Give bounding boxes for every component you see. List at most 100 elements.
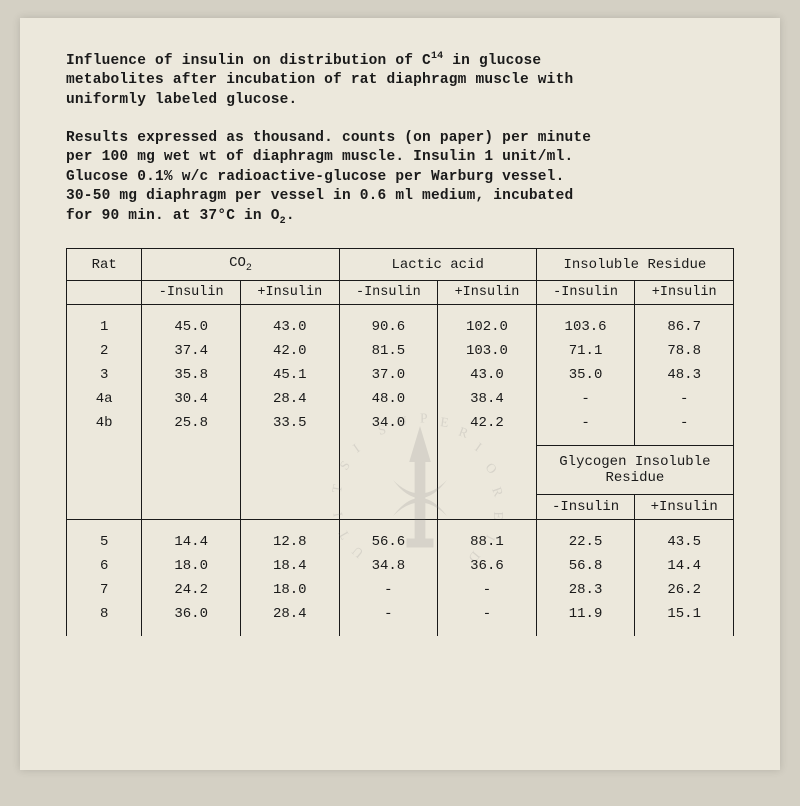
- cell-rat: 7: [67, 578, 142, 602]
- methods-line3: Glucose 0.1% w/c radioactive-glucose per…: [66, 169, 564, 185]
- gly-minus: -Insulin: [536, 494, 635, 519]
- cell: 81.5: [339, 339, 438, 363]
- cell: 34.0: [339, 411, 438, 446]
- methods-line4: 30-50 mg diaphragm per vessel in 0.6 ml …: [66, 188, 573, 204]
- cell: 14.4: [142, 519, 241, 554]
- cell-rat: 8: [67, 602, 142, 636]
- co2-label: CO: [229, 255, 246, 271]
- empty: [142, 445, 241, 519]
- methods-line2: per 100 mg wet wt of diaphragm muscle. I…: [66, 149, 573, 165]
- cell: -: [339, 602, 438, 636]
- ins-minus: -Insulin: [536, 280, 635, 304]
- caption-sup: 14: [431, 51, 443, 62]
- empty: [240, 445, 339, 519]
- col-insoluble: Insoluble Residue: [536, 249, 733, 281]
- cell-rat: 4a: [67, 387, 142, 411]
- empty: [339, 445, 438, 519]
- cell: -: [438, 578, 537, 602]
- cell: -: [635, 411, 734, 446]
- cell: 14.4: [635, 554, 734, 578]
- table-row: 8 36.0 28.4 - - 11.9 15.1: [67, 602, 734, 636]
- caption-line2: metabolites after incubation of rat diap…: [66, 72, 573, 88]
- table-row: 4b 25.8 33.5 34.0 42.2 - -: [67, 411, 734, 446]
- cell: 48.0: [339, 387, 438, 411]
- methods-line5a: for 90 min. at 37°C in O: [66, 208, 280, 224]
- table-row: 6 18.0 18.4 34.8 36.6 56.8 14.4: [67, 554, 734, 578]
- cell: 103.0: [438, 339, 537, 363]
- mid-header-glycogen: Glycogen Insoluble Residue: [67, 445, 734, 494]
- cell: 28.4: [240, 602, 339, 636]
- cell: 18.0: [142, 554, 241, 578]
- cell-rat: 4b: [67, 411, 142, 446]
- cell-rat: 6: [67, 554, 142, 578]
- ins-plus: +Insulin: [635, 280, 734, 304]
- cell: 18.4: [240, 554, 339, 578]
- cell: 56.8: [536, 554, 635, 578]
- cell: 30.4: [142, 387, 241, 411]
- cell: 37.4: [142, 339, 241, 363]
- table-row: 2 37.4 42.0 81.5 103.0 71.1 78.8: [67, 339, 734, 363]
- cell: 78.8: [635, 339, 734, 363]
- cell: 35.0: [536, 363, 635, 387]
- table-header-row-groups: Rat CO2 Lactic acid Insoluble Residue: [67, 249, 734, 281]
- cell: 43.0: [438, 363, 537, 387]
- cell: 43.5: [635, 519, 734, 554]
- co2-minus: -Insulin: [142, 280, 241, 304]
- cell: 12.8: [240, 519, 339, 554]
- cell: 103.6: [536, 304, 635, 339]
- co2-plus: +Insulin: [240, 280, 339, 304]
- caption-line1b: in glucose: [443, 53, 541, 69]
- cell: 28.4: [240, 387, 339, 411]
- table-header-row-sub: -Insulin +Insulin -Insulin +Insulin -Ins…: [67, 280, 734, 304]
- lac-minus: -Insulin: [339, 280, 438, 304]
- cell: -: [339, 578, 438, 602]
- methods-line1: Results expressed as thousand. counts (o…: [66, 130, 591, 146]
- cell: 15.1: [635, 602, 734, 636]
- cell: 36.6: [438, 554, 537, 578]
- empty: [67, 445, 142, 519]
- cell: 42.2: [438, 411, 537, 446]
- methods-line5b: .: [286, 208, 295, 224]
- methods-paragraph: Results expressed as thousand. counts (o…: [66, 129, 734, 229]
- cell: 26.2: [635, 578, 734, 602]
- caption-line1a: Influence of insulin on distribution of …: [66, 53, 431, 69]
- table-row: 1 45.0 43.0 90.6 102.0 103.6 86.7: [67, 304, 734, 339]
- cell: 88.1: [438, 519, 537, 554]
- document-page: Influence of insulin on distribution of …: [20, 18, 780, 770]
- cell: 56.6: [339, 519, 438, 554]
- cell: -: [536, 411, 635, 446]
- cell-rat: 5: [67, 519, 142, 554]
- empty: [438, 445, 537, 519]
- table-row: 5 14.4 12.8 56.6 88.1 22.5 43.5: [67, 519, 734, 554]
- cell: 43.0: [240, 304, 339, 339]
- cell-rat: 2: [67, 339, 142, 363]
- data-block-2: 5 14.4 12.8 56.6 88.1 22.5 43.5 6 18.0 1…: [67, 519, 734, 636]
- data-table: Rat CO2 Lactic acid Insoluble Residue -I…: [66, 248, 734, 636]
- cell: -: [536, 387, 635, 411]
- cell: 45.0: [142, 304, 241, 339]
- lac-plus: +Insulin: [438, 280, 537, 304]
- cell: 86.7: [635, 304, 734, 339]
- cell: -: [635, 387, 734, 411]
- col-lactic: Lactic acid: [339, 249, 536, 281]
- sub-empty: [67, 280, 142, 304]
- cell: 24.2: [142, 578, 241, 602]
- cell-rat: 3: [67, 363, 142, 387]
- col-co2: CO2: [142, 249, 339, 281]
- cell: 90.6: [339, 304, 438, 339]
- data-block-1: 1 45.0 43.0 90.6 102.0 103.6 86.7 2 37.4…: [67, 304, 734, 445]
- cell: 35.8: [142, 363, 241, 387]
- cell: 48.3: [635, 363, 734, 387]
- cell: 38.4: [438, 387, 537, 411]
- table-row: 3 35.8 45.1 37.0 43.0 35.0 48.3: [67, 363, 734, 387]
- cell: 34.8: [339, 554, 438, 578]
- co2-sub: 2: [246, 263, 252, 274]
- cell: 36.0: [142, 602, 241, 636]
- table-row: 4a 30.4 28.4 48.0 38.4 - -: [67, 387, 734, 411]
- gly-plus: +Insulin: [635, 494, 734, 519]
- cell: 11.9: [536, 602, 635, 636]
- cell: 25.8: [142, 411, 241, 446]
- cell: 37.0: [339, 363, 438, 387]
- cell: 28.3: [536, 578, 635, 602]
- cell-rat: 1: [67, 304, 142, 339]
